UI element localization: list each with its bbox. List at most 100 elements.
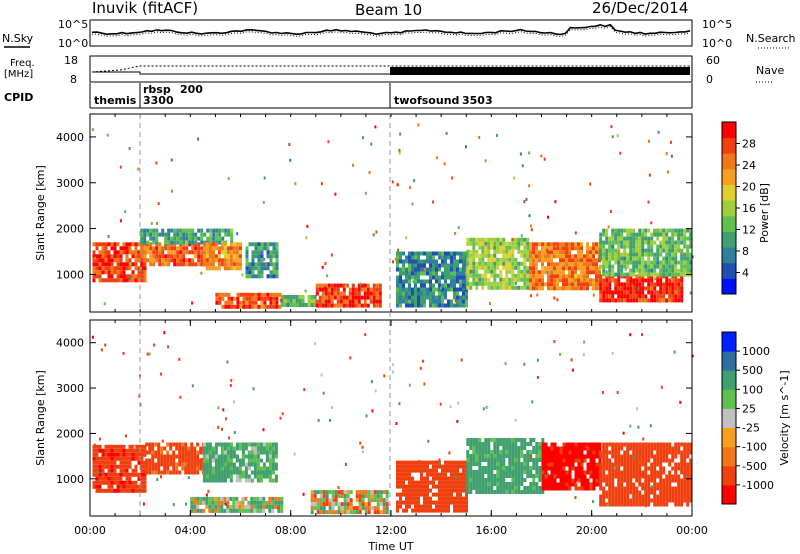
echo-cell <box>595 266 598 271</box>
echo-cell <box>659 294 663 299</box>
echo-cell <box>632 470 636 475</box>
echo-cell <box>550 458 554 463</box>
echo-cell <box>671 278 675 283</box>
echo-cell <box>553 250 556 255</box>
echo-cell <box>626 290 630 295</box>
echo-cell <box>683 478 687 483</box>
echo-cell <box>423 259 426 264</box>
echo-cell <box>420 251 423 256</box>
echo-cell <box>345 283 349 288</box>
echo-cell <box>635 466 639 471</box>
echo-cell <box>617 502 621 507</box>
echo-cell <box>272 274 276 279</box>
echo-cell <box>429 271 432 276</box>
echo-cell <box>517 285 521 290</box>
echo-cell <box>623 260 627 265</box>
echo-cell <box>530 228 533 232</box>
echo-cell <box>583 340 586 344</box>
echo-cell <box>650 442 654 447</box>
echo-cell <box>110 460 114 465</box>
echo-cell <box>680 470 684 475</box>
echo-cell <box>162 246 165 250</box>
echo-cell <box>469 490 473 494</box>
echo-cell <box>205 262 209 267</box>
echo-cell <box>426 460 429 465</box>
echo-cell <box>508 446 512 450</box>
echo-cell <box>396 476 399 481</box>
echo-cell <box>574 270 577 275</box>
echo-cell <box>447 251 450 256</box>
echo-cell <box>568 478 572 483</box>
nsky-line <box>91 23 691 36</box>
echo-cell <box>193 466 197 471</box>
echo-cell <box>351 303 355 308</box>
nave-label: Nave <box>756 64 784 77</box>
echo-cell <box>254 254 258 259</box>
echo-cell <box>602 458 606 463</box>
echo-cell <box>244 470 248 475</box>
echo-cell <box>647 486 651 491</box>
echo-cell <box>462 488 465 493</box>
echo-cell <box>304 303 308 307</box>
echo-cell <box>205 458 209 463</box>
echo-cell <box>517 446 521 450</box>
echo-cell <box>163 466 167 471</box>
echo-cell <box>493 478 497 482</box>
echo-cell <box>453 259 456 264</box>
echo-cell <box>157 202 160 206</box>
echo-cell <box>408 299 411 304</box>
echo-cell <box>487 285 491 290</box>
echo-cell <box>641 272 645 277</box>
echo-cell <box>469 273 473 278</box>
echo-cell <box>623 478 627 483</box>
echo-cell <box>98 484 102 489</box>
echo-cell <box>420 287 423 292</box>
echo-cell <box>626 470 630 475</box>
echo-cell <box>453 508 456 513</box>
echo-cell <box>113 242 117 247</box>
echo-cell <box>113 472 117 477</box>
echo-cell <box>623 474 627 479</box>
echo-cell <box>125 246 129 251</box>
echo-cell <box>517 478 521 482</box>
echo-cell <box>493 474 497 478</box>
echo-cell <box>686 264 690 269</box>
echo-cell <box>623 286 627 291</box>
echo-cell <box>396 492 399 497</box>
echo-cell <box>218 296 222 301</box>
echo-cell <box>220 470 224 475</box>
echo-cell <box>459 255 462 260</box>
echo-cell <box>502 265 506 270</box>
echo-cell <box>178 446 182 451</box>
echo-cell <box>450 279 453 284</box>
echo-cell <box>517 265 521 270</box>
echo-cell <box>541 474 545 479</box>
echo-cell <box>677 298 681 303</box>
echo-cell <box>505 265 509 270</box>
echo-cell <box>671 286 675 291</box>
echo-cell <box>459 504 462 509</box>
echo-cell <box>611 482 615 487</box>
echo-cell <box>280 504 284 509</box>
echo-cell <box>414 283 417 288</box>
echo-cell <box>402 283 405 288</box>
echo-cell <box>101 278 105 283</box>
echo-cell <box>450 468 453 473</box>
echo-cell <box>269 292 273 297</box>
echo-cell <box>611 268 615 273</box>
echo-cell <box>379 490 383 495</box>
echo-cell <box>438 504 441 509</box>
echo-cell <box>191 236 195 241</box>
echo-cell <box>680 298 684 303</box>
echo-cell <box>223 478 227 483</box>
echo-cell <box>399 267 402 272</box>
echo-cell <box>562 442 566 447</box>
echo-cell <box>274 474 278 479</box>
echo-cell <box>137 488 141 493</box>
echo-cell <box>417 492 420 497</box>
echo-cell <box>478 273 482 278</box>
echo-cell <box>614 490 618 495</box>
echo-cell <box>680 248 684 253</box>
echo-cell <box>605 264 609 269</box>
echo-cell <box>370 380 373 384</box>
